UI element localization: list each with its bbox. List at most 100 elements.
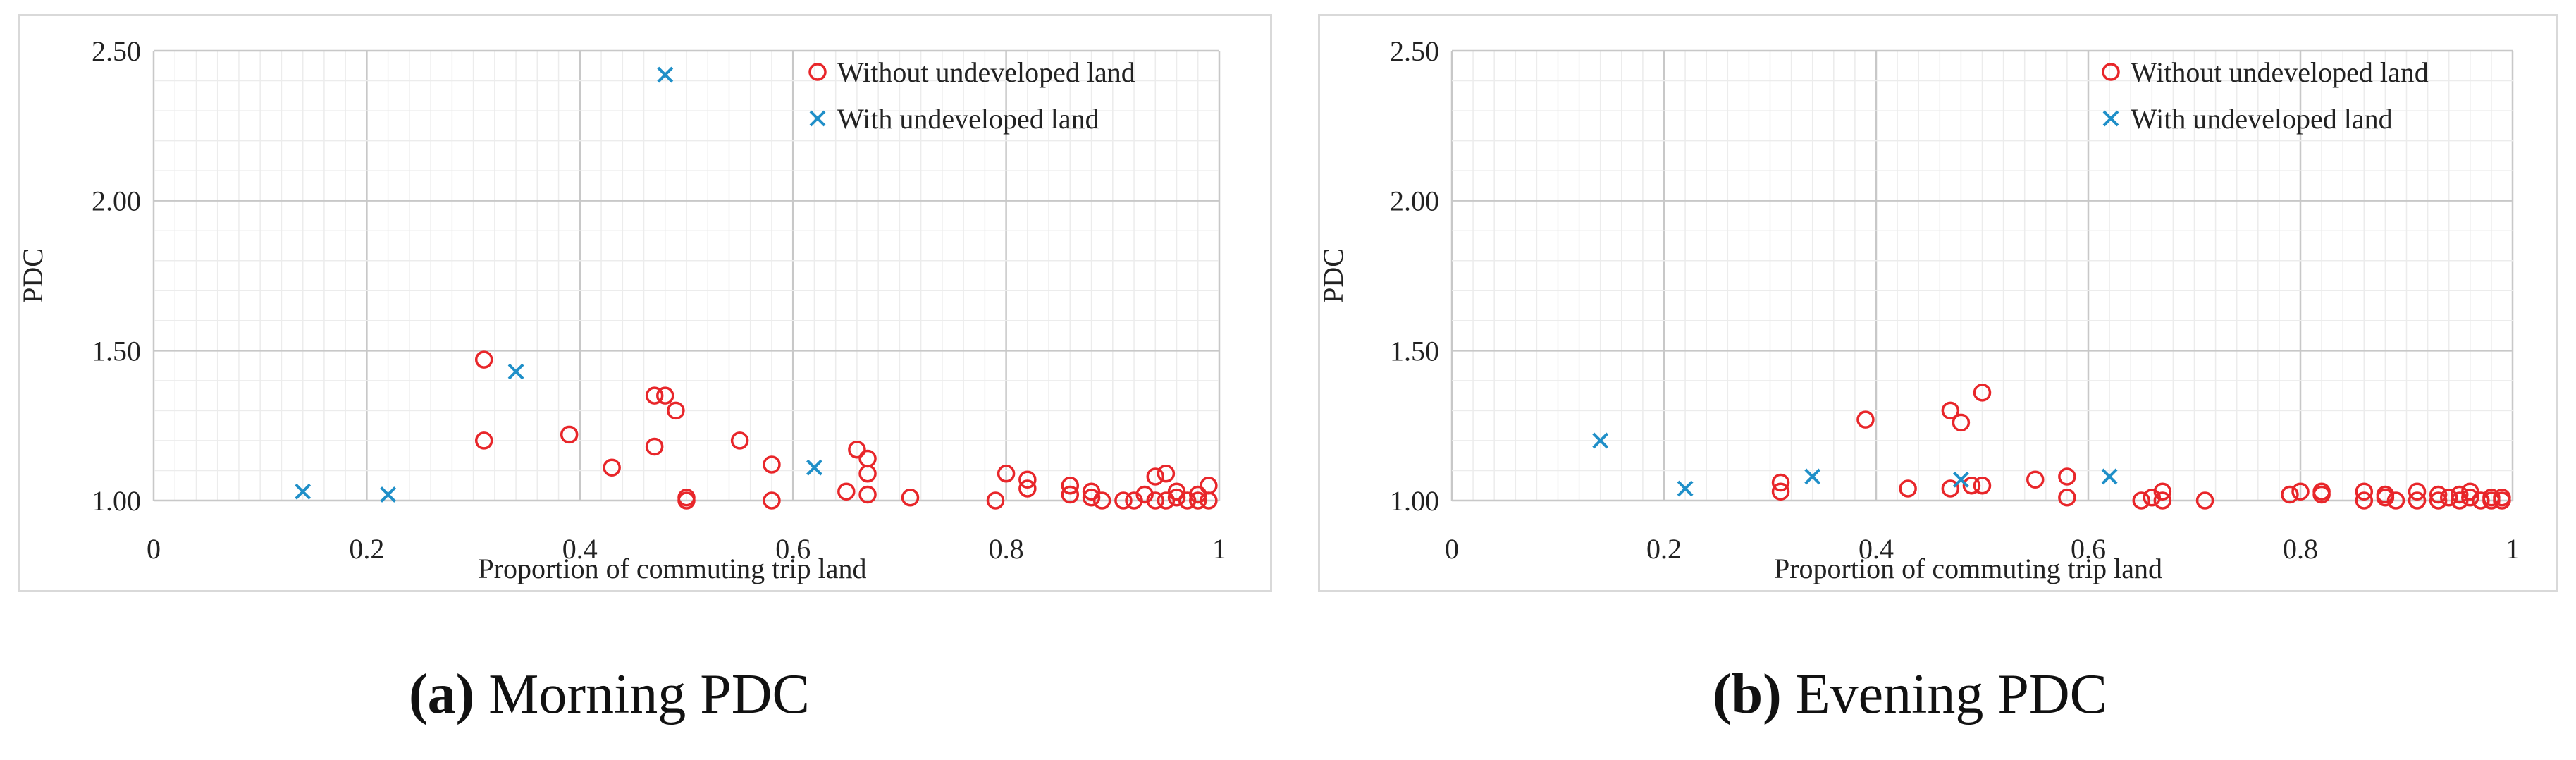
y-tick-label: 1.50 [92,335,141,367]
data-point-circle [2408,491,2427,510]
y-tick-label: 2.50 [92,35,141,67]
data-point-circle [1146,491,1165,510]
data-point-circle [730,431,749,450]
data-point-circle [1167,482,1186,501]
data-point-circle [1061,485,1080,504]
data-point-circle [1082,488,1101,507]
data-point-circle [1018,470,1037,489]
data-point-circle [763,455,781,474]
y-tick-label: 2.50 [1390,35,1439,67]
data-point-circle [1200,491,1218,510]
series-with-undeveloped-land [295,66,822,503]
data-point-circle [1973,476,1992,495]
data-point-circle [2376,488,2395,507]
legend-marker-circle [2102,63,2120,81]
x-tick-label: 0.8 [989,533,1024,565]
data-point-circle [474,431,493,450]
data-point-circle [656,386,674,405]
legend-label: Without undeveloped land [837,56,1135,88]
data-point-circle [2312,485,2331,504]
data-point-circle [2281,485,2299,504]
caption-text: Evening PDC [1795,663,2108,725]
chart-frame [1318,14,2558,592]
data-point-circle [2461,488,2479,507]
data-point-circle [1856,410,1875,429]
series-without-undeveloped-land [474,350,1218,510]
data-point-circle [1061,476,1080,495]
data-point-circle [2429,485,2448,504]
data-point-circle [1018,479,1037,498]
data-point-circle [474,350,493,369]
chart-frame [18,14,1272,592]
data-point-circle [677,491,696,510]
series-with-undeveloped-land [1592,432,2118,497]
x-tick-label: 0 [147,533,161,565]
data-point-circle [1771,473,1790,492]
x-tick-label: 0.6 [2071,533,2106,565]
x-tick-label: 0.2 [349,533,384,565]
y-axis-label: PDC [18,248,49,303]
y-tick-label: 1.50 [1390,335,1439,367]
data-point-circle [2472,491,2490,510]
legend: Without undeveloped land With undeveloped… [808,56,1135,135]
x-tick-label: 0.8 [2283,533,2318,565]
legend-marker-cross [2102,110,2119,127]
y-tick-label: 1.00 [1390,485,1439,517]
data-point-circle [2355,482,2374,501]
data-point-circle [2493,491,2511,510]
data-point-circle [1146,467,1165,486]
x-tick-label: 0.4 [1859,533,1894,565]
caption-text: Morning PDC [488,663,810,725]
data-point-circle [1941,401,1960,420]
caption-morning: (a) Morning PDC [409,663,810,727]
grid [1450,49,2514,502]
legend-marker-cross [809,110,826,127]
data-point-circle [1114,491,1133,510]
data-point-circle [2195,491,2214,510]
data-point-cross [657,66,674,83]
y-tick-label: 2.00 [92,185,141,217]
y-tick-label: 1.00 [92,485,141,517]
y-tick-label: 2.00 [1390,185,1439,217]
series-without-undeveloped-land [1771,384,2511,510]
grid [152,49,1221,502]
caption-letter: (b) [1713,663,1782,725]
data-point-circle [2482,491,2501,510]
data-point-circle [2451,491,2469,510]
data-point-circle [2451,485,2469,504]
data-point-circle [2408,482,2427,501]
data-point-circle [2355,491,2374,510]
legend-label: With undeveloped land [837,103,1099,135]
y-axis-label: PDC [1318,248,1349,303]
data-point-cross [1952,471,1969,488]
data-point-circle [2461,482,2479,501]
data-point-circle [2058,488,2076,507]
data-point-circle [2132,491,2150,510]
x-tick-label: 0.6 [775,533,811,565]
data-point-circle [1771,482,1790,501]
data-point-circle [763,491,781,510]
data-point-circle [1157,491,1176,510]
x-tick-label: 1 [1212,533,1226,565]
data-point-circle [1167,488,1186,507]
data-point-circle [837,482,856,501]
data-point-circle [1941,479,1960,498]
data-point-circle [2386,491,2405,510]
scatter-plot-morning: 1.00 1.50 2.00 2.50 0 0.2 0.4 0.6 0.8 1 Proportion… [18,35,1226,584]
data-point-circle [645,386,664,405]
data-point-circle [2439,488,2458,507]
x-tick-label: 0 [1445,533,1459,565]
data-point-circle [1962,476,1981,495]
legend-label: With undeveloped land [2131,103,2393,135]
data-point-circle [858,449,877,468]
data-point-cross [295,483,312,500]
data-point-circle [2058,467,2076,486]
data-point-circle [1973,384,1992,402]
data-point-cross [507,363,524,380]
data-point-circle [2153,491,2172,510]
data-point-circle [901,488,920,507]
data-point-circle [1200,476,1218,495]
data-point-cross [1592,432,1609,449]
data-point-circle [1899,479,1917,498]
data-point-circle [2291,482,2310,501]
